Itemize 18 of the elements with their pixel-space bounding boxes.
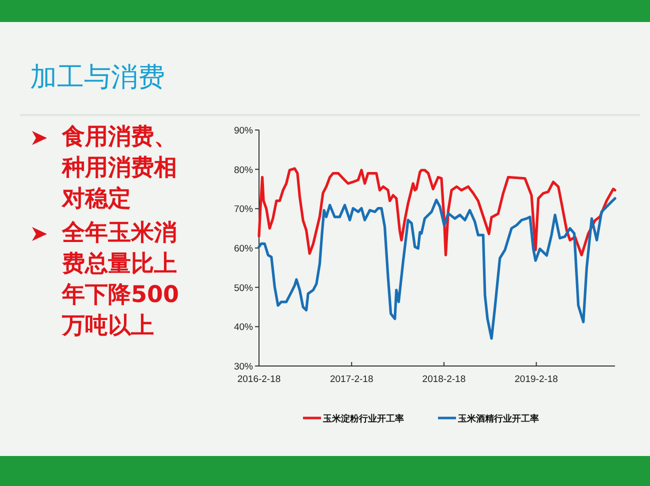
line-series bbox=[258, 197, 616, 340]
y-tick-label: 40% bbox=[234, 322, 254, 334]
line-series bbox=[258, 167, 616, 256]
x-tick-label: 2017-2-18 bbox=[330, 374, 374, 385]
chart-title: 加工与消费 bbox=[30, 62, 165, 93]
x-tick-label: 2018-2-18 bbox=[422, 374, 466, 385]
x-tick-label: 2016-2-18 bbox=[237, 374, 281, 385]
text: 全年玉米消费总量比上年下降500万吨以上 bbox=[62, 219, 180, 341]
text: 食用消费、种用消费相对稳定 bbox=[62, 123, 178, 214]
y-tick-label: 90% bbox=[234, 126, 254, 136]
y-tick-label: 80% bbox=[234, 164, 254, 176]
y-tick-label: 60% bbox=[234, 244, 254, 254]
y-tick-label: 30% bbox=[234, 362, 254, 372]
y-tick-label: 70% bbox=[234, 204, 254, 216]
legend-label: 玉米淀粉行业开工率 bbox=[322, 414, 404, 424]
y-tick-label: 50% bbox=[234, 282, 254, 294]
x-tick-label: 2019-2-18 bbox=[514, 374, 558, 385]
legend-label: 玉米酒精行业开工率 bbox=[457, 414, 539, 424]
